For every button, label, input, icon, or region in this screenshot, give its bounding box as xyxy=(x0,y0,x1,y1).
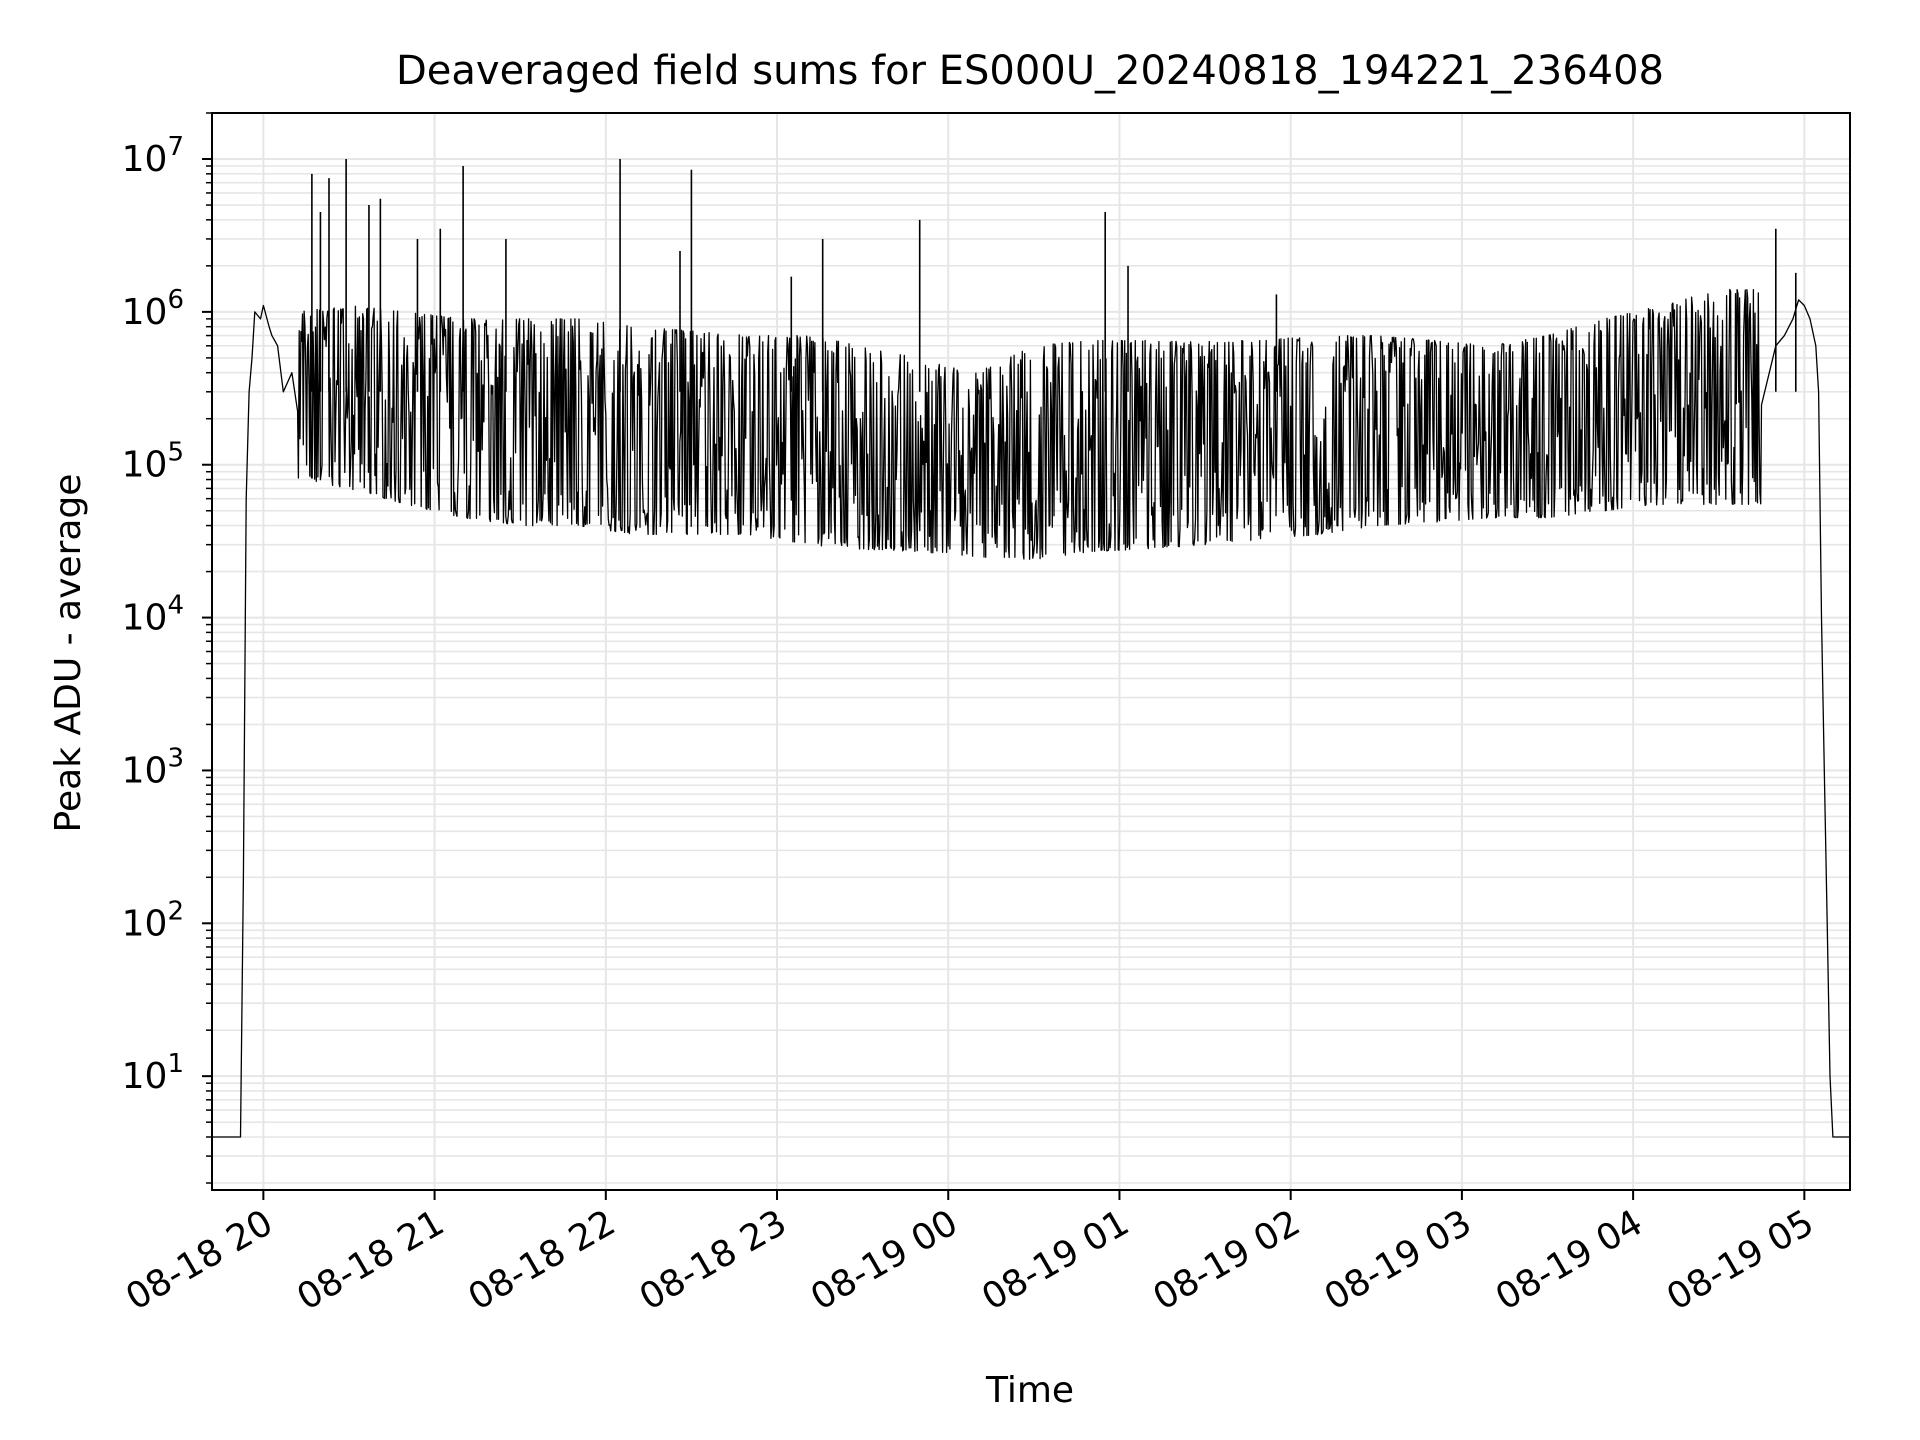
y-tick-label-base: 10 xyxy=(122,139,168,180)
data-series-line xyxy=(212,288,1850,1138)
y-tick-label-exponent: 2 xyxy=(167,896,184,926)
y-tick-label: 104 xyxy=(122,591,184,639)
y-tick-label-base: 10 xyxy=(122,292,168,333)
y-tick-label-exponent: 6 xyxy=(167,285,184,315)
y-tick-label: 103 xyxy=(122,743,184,791)
y-tick-label: 102 xyxy=(122,896,184,944)
y-tick-label-base: 10 xyxy=(122,1056,168,1097)
plot-area xyxy=(212,159,1850,1138)
y-tick-label-exponent: 3 xyxy=(167,743,184,773)
y-tick-label-base: 10 xyxy=(122,903,168,944)
y-tick-label: 101 xyxy=(122,1049,184,1097)
y-axis-label: Peak ADU - average xyxy=(48,474,89,833)
y-tick-label-exponent: 7 xyxy=(167,132,184,162)
grid-lines xyxy=(212,112,1850,1190)
y-tick-label: 106 xyxy=(122,285,184,333)
y-tick-label: 107 xyxy=(122,132,184,180)
y-tick-label-exponent: 1 xyxy=(167,1049,184,1079)
y-tick-label-exponent: 4 xyxy=(167,591,184,621)
chart-title: Deaveraged field sums for ES000U_2024081… xyxy=(396,48,1664,94)
y-tick-label-base: 10 xyxy=(122,598,168,639)
y-tick-label-exponent: 5 xyxy=(167,438,184,468)
x-axis-label: Time xyxy=(985,1370,1074,1411)
y-tick-label-base: 10 xyxy=(122,445,168,486)
y-tick-label: 105 xyxy=(122,438,184,486)
y-tick-label-base: 10 xyxy=(122,750,168,791)
